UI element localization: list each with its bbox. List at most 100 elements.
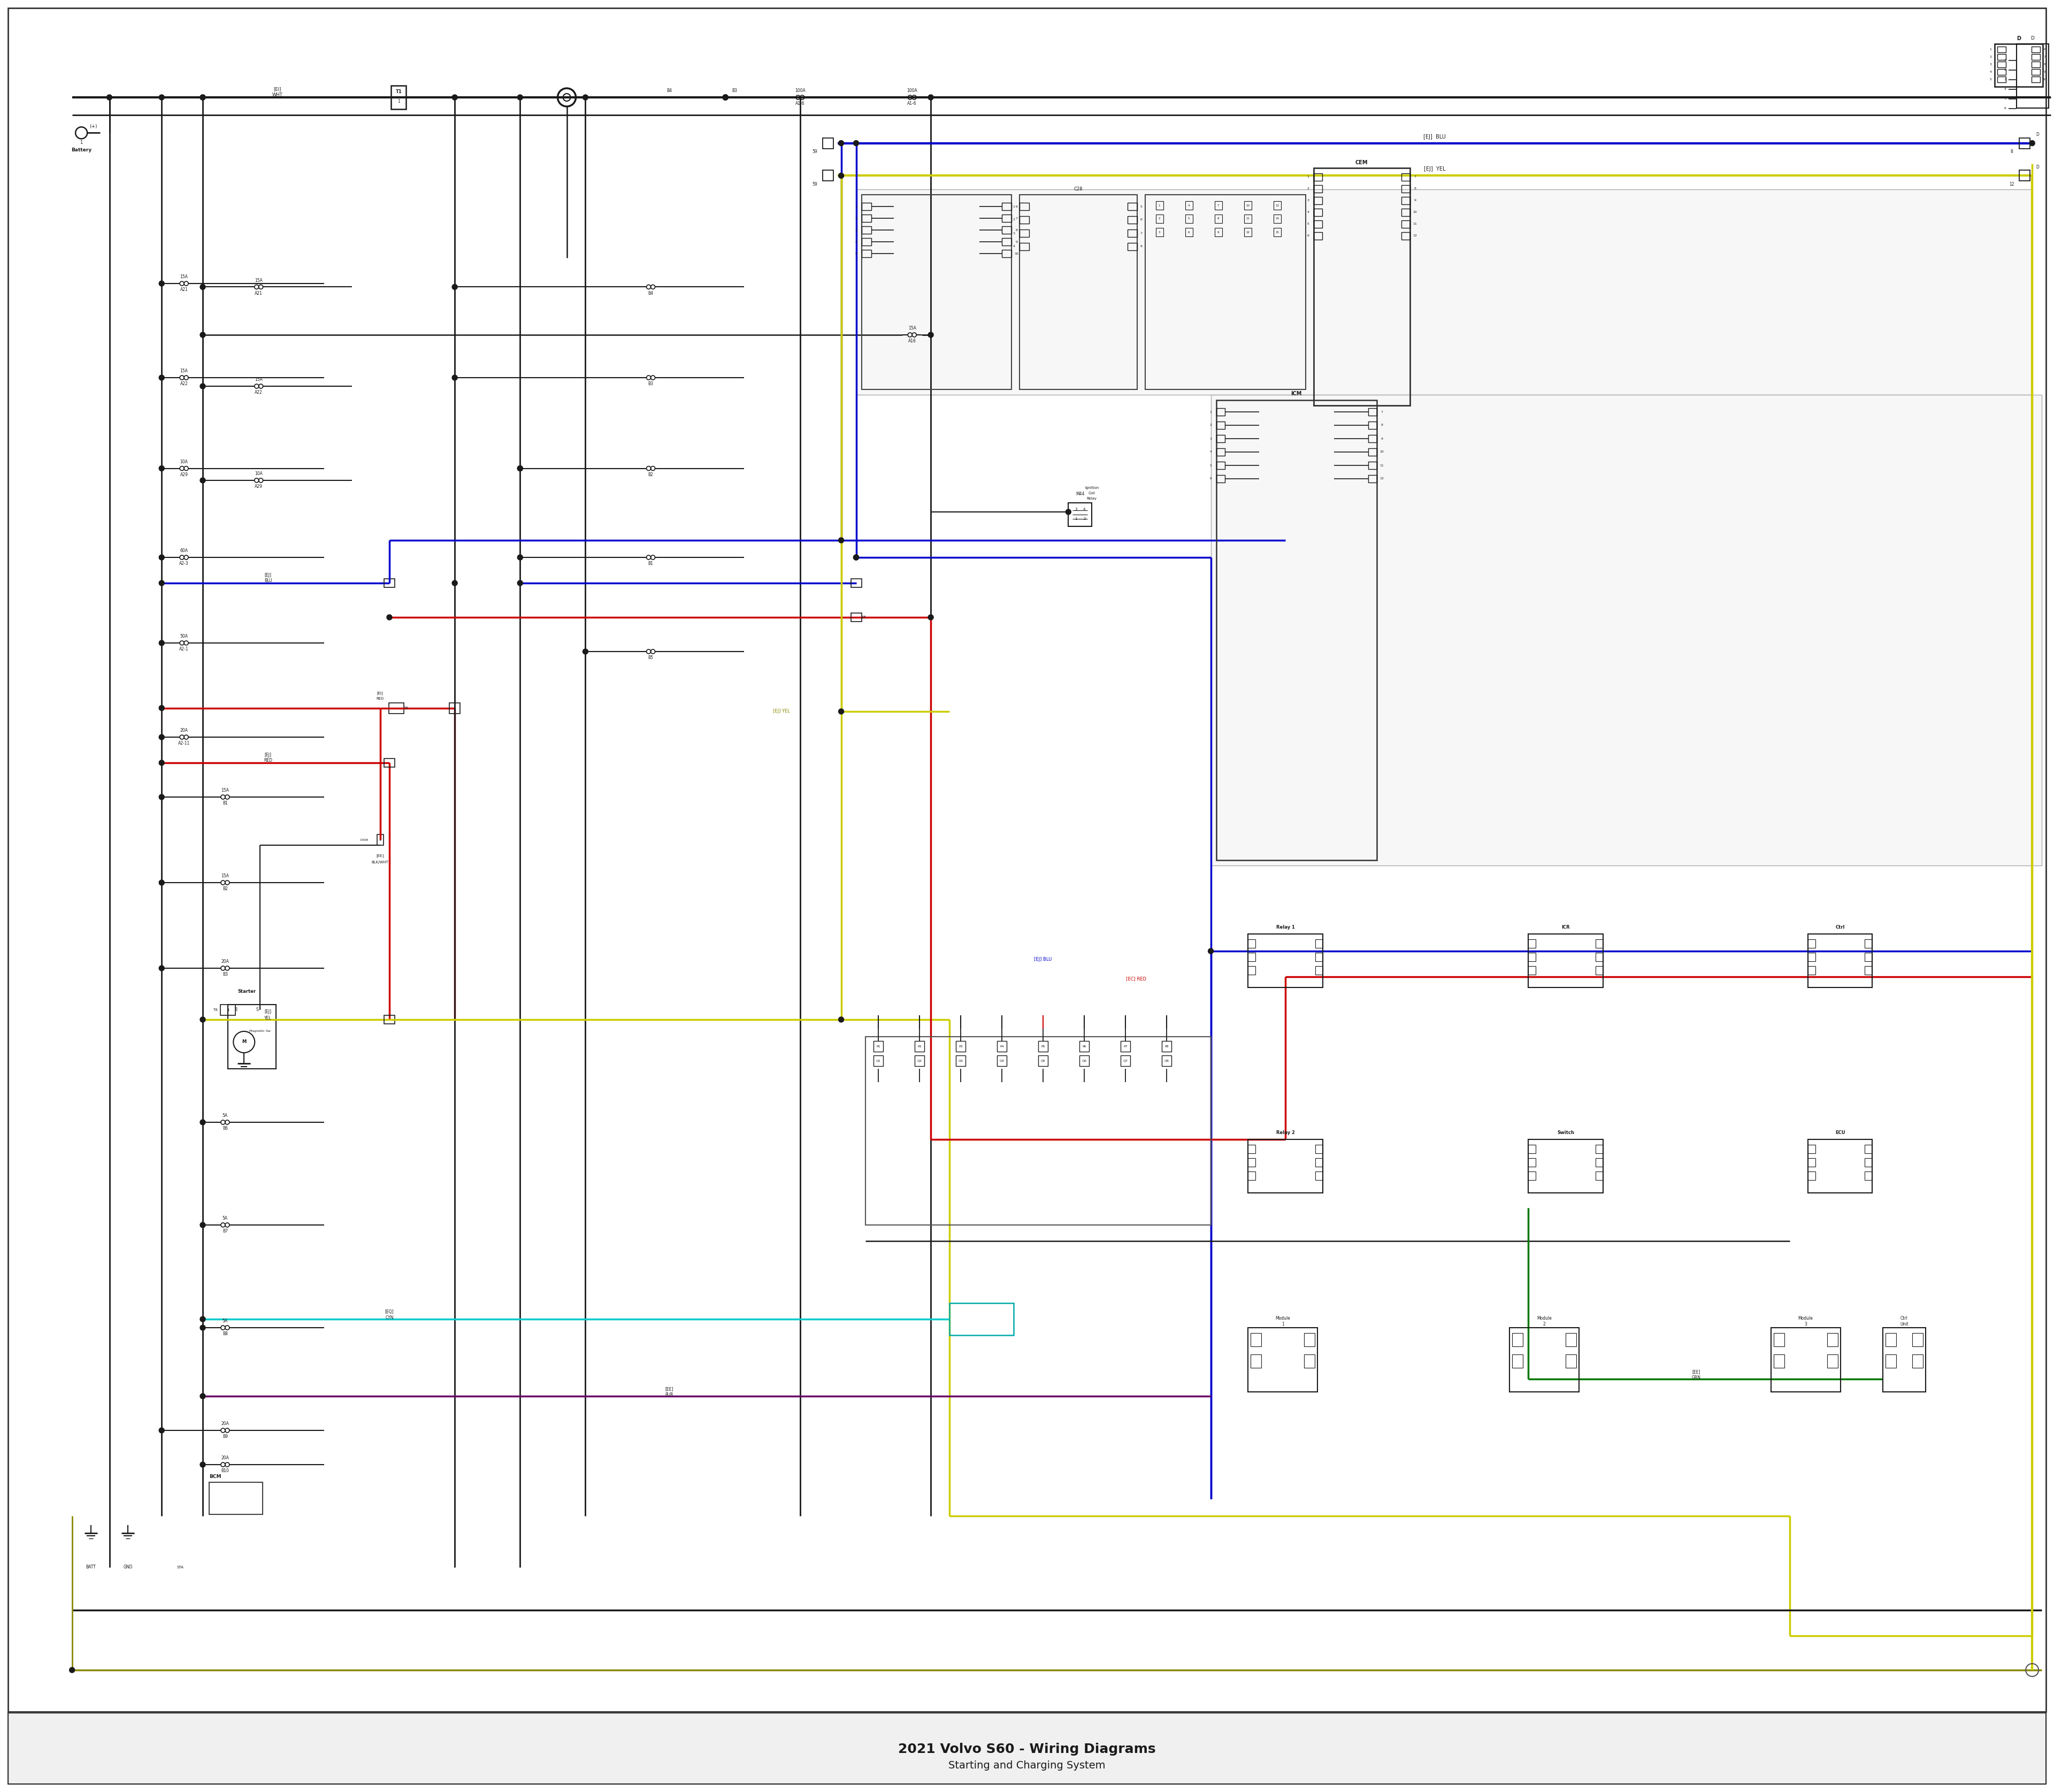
Circle shape: [158, 735, 164, 740]
Bar: [1996, 54, 2007, 59]
Text: 2: 2: [854, 217, 857, 220]
Text: 15A: 15A: [908, 326, 916, 332]
Circle shape: [107, 95, 113, 100]
Bar: [1119, 1055, 1130, 1066]
Bar: [1313, 185, 1323, 192]
Bar: [1216, 462, 1224, 470]
Circle shape: [158, 581, 164, 586]
Bar: [1216, 475, 1224, 482]
Text: 7: 7: [1413, 176, 1415, 179]
Circle shape: [158, 556, 164, 561]
Bar: [2031, 54, 2040, 59]
Text: 2021 Volvo S60 - Wiring Diagrams: 2021 Volvo S60 - Wiring Diagrams: [898, 1744, 1156, 1756]
Bar: [1249, 1172, 1255, 1181]
Bar: [1315, 1145, 1323, 1154]
Bar: [1596, 953, 1602, 961]
Text: Coil: Coil: [1089, 491, 1095, 495]
Text: 10A: 10A: [181, 459, 189, 464]
Text: BLU: BLU: [265, 579, 271, 584]
Circle shape: [199, 1016, 205, 1021]
Circle shape: [199, 478, 205, 484]
Text: 1: 1: [1306, 176, 1308, 179]
Bar: [1128, 202, 1138, 210]
Text: 4: 4: [854, 240, 857, 244]
Text: 10: 10: [1247, 204, 1249, 206]
Text: 15A: 15A: [255, 378, 263, 382]
Circle shape: [199, 1222, 205, 1228]
Bar: [1210, 394, 2042, 866]
Text: 8: 8: [1413, 188, 1415, 190]
Text: Magnetic Sw: Magnetic Sw: [249, 1030, 271, 1032]
Text: 5A: 5A: [222, 1217, 228, 1220]
Bar: [1773, 1333, 1785, 1346]
Text: 5: 5: [1140, 204, 1142, 208]
Text: 6: 6: [1210, 477, 1212, 480]
Text: 6: 6: [2044, 48, 2046, 50]
Bar: [2019, 170, 2029, 181]
Text: [EJ]: [EJ]: [265, 573, 271, 577]
Text: 1: 1: [398, 99, 401, 104]
Bar: [861, 202, 871, 210]
Text: A21: A21: [181, 287, 189, 292]
Circle shape: [158, 95, 164, 100]
Text: P1: P1: [877, 1045, 881, 1048]
Text: B6: B6: [222, 1127, 228, 1131]
Bar: [1401, 174, 1409, 181]
Bar: [1249, 966, 1255, 975]
Text: 15A: 15A: [222, 788, 230, 794]
Text: 60A: 60A: [181, 548, 189, 554]
Bar: [376, 835, 384, 846]
Circle shape: [928, 332, 933, 337]
Bar: [1245, 228, 1251, 237]
Text: [EQ]: [EQ]: [384, 1310, 394, 1315]
Bar: [1771, 1328, 1840, 1392]
Bar: [873, 1041, 883, 1052]
Circle shape: [199, 95, 205, 100]
Bar: [861, 215, 871, 222]
Bar: [1019, 217, 1029, 224]
Text: 15: 15: [403, 706, 409, 710]
Text: Q5: Q5: [1041, 1059, 1045, 1063]
Text: 6: 6: [1306, 235, 1308, 237]
Text: A2-3: A2-3: [179, 561, 189, 566]
Bar: [861, 195, 1011, 389]
Bar: [2031, 70, 2040, 75]
Bar: [1245, 215, 1251, 222]
Text: 8: 8: [2044, 63, 2046, 66]
Text: 1: 1: [854, 204, 857, 208]
Bar: [1886, 1355, 1896, 1367]
Bar: [1865, 953, 1873, 961]
Text: [EE]: [EE]: [665, 1387, 674, 1392]
Bar: [1528, 934, 1602, 987]
Text: B1: B1: [222, 801, 228, 806]
Text: 20A: 20A: [222, 959, 230, 964]
Bar: [1163, 1041, 1171, 1052]
Bar: [1808, 1172, 1816, 1181]
Circle shape: [928, 95, 933, 100]
Bar: [1216, 421, 1224, 428]
Text: 3: 3: [1306, 199, 1308, 202]
Text: 59: 59: [813, 181, 817, 186]
Text: Starter: Starter: [238, 989, 257, 993]
Text: 9: 9: [2044, 70, 2046, 73]
Circle shape: [199, 332, 205, 337]
Bar: [1214, 201, 1222, 210]
Bar: [1128, 229, 1138, 237]
Bar: [861, 226, 871, 233]
Circle shape: [386, 615, 392, 620]
Text: ECU: ECU: [1836, 1131, 1844, 1136]
Bar: [1185, 228, 1193, 237]
Bar: [390, 86, 407, 109]
Circle shape: [158, 281, 164, 287]
Text: 1: 1: [1210, 410, 1212, 414]
Bar: [861, 249, 871, 258]
Text: Q2: Q2: [916, 1059, 922, 1063]
Bar: [1773, 1355, 1785, 1367]
Text: B10: B10: [222, 1469, 230, 1473]
Bar: [1826, 1333, 1838, 1346]
Text: 4: 4: [1210, 450, 1212, 453]
Bar: [1002, 226, 1011, 233]
Text: 10: 10: [1380, 450, 1384, 453]
Bar: [1401, 208, 1409, 217]
Bar: [1401, 220, 1409, 228]
